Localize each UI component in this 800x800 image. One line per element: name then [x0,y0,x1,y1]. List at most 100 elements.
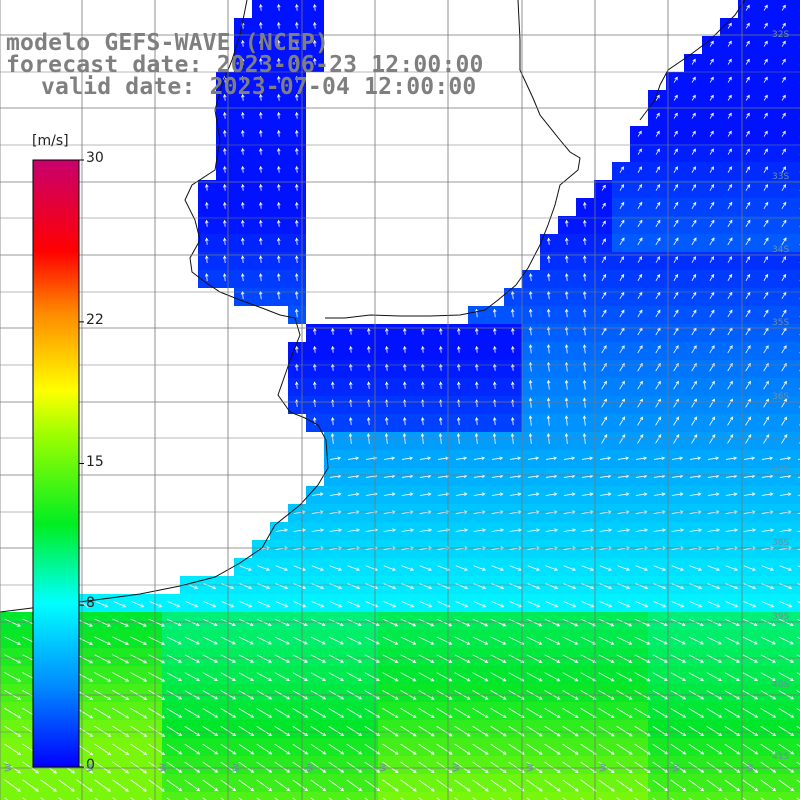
field-cell [792,702,800,720]
wind-arrow [310,708,326,718]
wind-arrow [346,761,362,773]
wind-arrow-head [646,751,651,755]
wind-arrow-head [367,327,371,332]
wind-arrow-head [628,678,633,682]
wind-arrow-head [572,567,577,571]
wind-arrow [314,399,316,408]
wind-arrow [634,743,651,755]
wind-arrow-head [214,732,219,737]
wind-arrow-head [682,659,686,663]
wind-arrow [296,273,298,282]
wind-arrow [580,672,596,682]
wind-arrow [386,346,388,353]
wind-arrow-head [674,166,678,170]
wind-arrow-head [711,291,715,296]
wind-arrow-head [608,528,613,532]
wind-arrow-head [448,678,453,682]
wind-arrow [491,529,504,532]
wind-arrow [400,672,416,682]
wind-arrow [260,184,262,191]
field-cell [558,792,576,800]
wind-arrow-head [17,751,22,756]
wind-arrow [148,654,165,664]
wind-arrow-head [662,604,667,608]
wind-arrow [494,399,496,408]
wind-arrow-head [788,528,793,532]
wind-arrow-head [729,362,733,367]
wind-arrow-head [349,363,353,368]
wind-arrow [781,95,786,101]
wind-arrow-head [582,255,587,260]
wind-arrow-head [715,492,720,496]
wind-arrow [796,743,800,747]
wind-arrow [274,779,290,792]
wind-arrow [94,761,111,774]
wind-arrow [494,417,496,426]
wind-arrow-head [764,201,769,206]
wind-arrow-head [428,604,433,608]
wind-arrow-head [223,183,227,188]
wind-arrow [400,725,417,737]
wind-arrow [781,77,786,83]
wind-arrow-head [286,751,291,755]
wind-arrow [509,583,522,589]
wind-arrow [655,202,661,210]
wind-arrow-head [790,696,795,700]
wind-arrow [598,779,615,792]
wind-arrow-head [528,397,533,402]
wind-arrow [548,309,550,318]
wind-arrow [512,417,514,426]
wind-arrow [418,725,435,737]
wind-arrow-head [621,398,625,403]
wind-arrow-head [482,567,487,571]
wind-arrow [745,148,750,155]
wind-arrow [491,583,504,589]
field-cell [54,792,72,800]
wind-arrow-head [412,751,417,755]
wind-arrow-head [772,622,776,627]
wind-arrow [706,726,722,736]
wind-arrow [673,274,679,281]
wind-arrow [709,310,715,318]
wind-arrow-head [320,567,325,571]
wind-arrow-head [710,201,715,206]
wind-arrow-head [746,22,750,27]
wind-arrow [745,416,751,426]
wind-arrow-head [764,130,768,135]
wind-arrow-head [575,769,579,774]
wind-arrow-head [557,769,561,774]
wind-arrow-head [222,237,227,242]
wind-arrow [619,184,624,191]
wind-arrow [566,309,568,318]
wind-arrow-head [502,751,507,755]
wind-arrow-head [710,148,714,153]
wind-arrow-head [241,147,245,152]
wind-arrow-head [664,677,669,681]
wind-arrow-head [621,362,625,367]
wind-arrow [635,493,647,496]
wind-arrow-head [711,237,715,242]
wind-arrow [653,475,665,478]
wind-arrow [242,94,244,101]
field-cell [792,504,800,522]
wind-arrow-head [554,604,559,608]
wind-arrow [347,475,359,478]
wind-arrow [278,112,280,119]
wind-arrow-head [421,327,425,332]
wind-arrow [781,184,786,191]
wind-arrow [476,309,478,318]
wind-arrow [224,273,226,282]
wind-arrow-head [682,787,687,792]
wind-arrow-head [502,641,507,645]
wind-arrow-head [772,641,776,645]
wind-arrow-head [259,57,263,62]
wind-arrow-head [765,416,770,421]
wind-arrow [781,327,787,336]
wind-arrow [148,779,165,792]
wind-arrow [671,583,684,589]
wind-arrow-head [656,130,660,135]
wind-arrow-head [510,433,515,437]
wind-arrow [635,475,647,478]
colorbar [32,159,80,768]
wind-arrow-head [295,363,299,368]
